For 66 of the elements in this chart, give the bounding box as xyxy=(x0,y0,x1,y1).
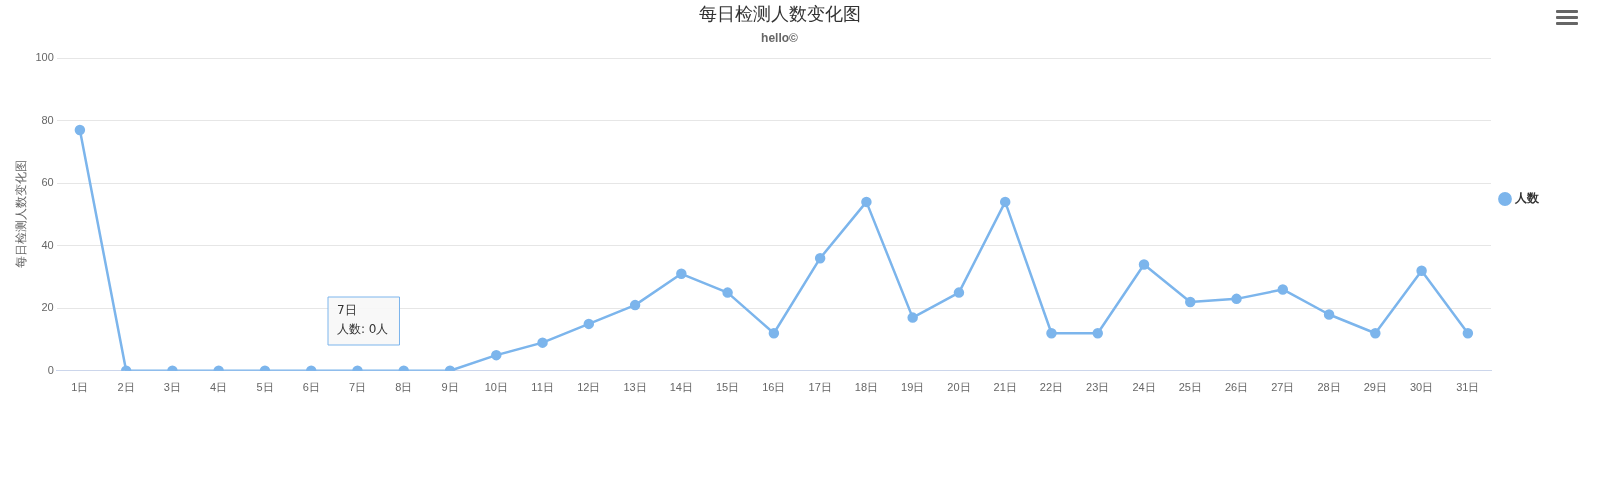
x-tick-label: 17日 xyxy=(808,381,832,394)
x-tick-label: 20日 xyxy=(947,381,971,394)
x-tick-label: 3日 xyxy=(163,381,181,394)
x-tick-label: 29日 xyxy=(1363,381,1387,394)
x-tick-label: 1日 xyxy=(71,381,89,394)
point xyxy=(953,287,965,298)
x-tick-label: 21日 xyxy=(993,381,1017,394)
x-tick-label: 13日 xyxy=(623,381,647,394)
point xyxy=(814,252,826,264)
point xyxy=(907,312,918,323)
y-tick-label: 100 xyxy=(35,51,54,64)
point xyxy=(1323,309,1335,320)
point xyxy=(583,318,595,330)
point xyxy=(74,124,86,136)
point xyxy=(629,299,641,311)
x-tick-label: 10日 xyxy=(484,381,508,394)
x-tick-label: 6日 xyxy=(302,381,320,394)
point xyxy=(1092,328,1103,339)
x-tick-label: 26日 xyxy=(1224,381,1249,394)
point xyxy=(1185,296,1196,308)
point xyxy=(861,196,872,208)
annotation: 7日 xyxy=(337,303,357,318)
point xyxy=(537,337,548,348)
x-tick-label: 15日 xyxy=(715,381,740,394)
x-tick-label: 16日 xyxy=(762,381,786,394)
x-tick-label: 5日 xyxy=(256,381,274,394)
x-tick-label: 24日 xyxy=(1132,381,1156,394)
point xyxy=(676,268,687,280)
x-tick-label: 18日 xyxy=(854,381,879,394)
x-tick-label: 25日 xyxy=(1178,381,1202,394)
point xyxy=(1462,328,1474,339)
point xyxy=(1138,259,1150,270)
x-tick-label: 27日 xyxy=(1271,381,1295,394)
annotation: 人数: 0人 xyxy=(337,322,389,337)
point xyxy=(1277,284,1289,295)
y-tick-label: 60 xyxy=(41,176,54,189)
y-tick-label: 40 xyxy=(41,238,54,251)
y-tick-label: 20 xyxy=(41,301,54,314)
point xyxy=(491,349,502,361)
point xyxy=(999,196,1011,208)
point xyxy=(1046,328,1057,339)
x-tick-label: 31日 xyxy=(1456,381,1480,394)
point xyxy=(1231,293,1242,305)
x-tick-label: 4日 xyxy=(210,381,228,394)
point xyxy=(768,328,780,339)
point xyxy=(1416,265,1427,276)
x-tick-label: 28日 xyxy=(1317,381,1341,394)
x-tick-label: 23日 xyxy=(1086,381,1110,394)
x-tick-label: 2日 xyxy=(117,381,135,394)
x-tick-label: 22日 xyxy=(1039,381,1064,394)
x-tick-label: 19日 xyxy=(901,381,925,394)
legend-label: 人数 xyxy=(1514,191,1540,206)
chart-title: 每日检测人数变化图 xyxy=(698,3,861,24)
x-tick-label: 9日 xyxy=(441,381,459,394)
x-tick-label: 7日 xyxy=(348,381,367,394)
y-tick-label: 80 xyxy=(41,113,54,126)
x-tick-label: 12日 xyxy=(577,381,601,394)
x-tick-label: 8日 xyxy=(395,381,413,394)
y-tick-label: 0 xyxy=(47,363,54,376)
point xyxy=(722,287,733,298)
chart-subtitle: hello© xyxy=(761,31,799,46)
x-tick-label: 30日 xyxy=(1409,381,1434,394)
y-axis-title: 每日检测人数变化图 xyxy=(13,160,28,269)
point xyxy=(1370,328,1381,339)
x-tick-label: 14日 xyxy=(669,381,693,394)
x-tick-label: 11日 xyxy=(531,381,554,394)
